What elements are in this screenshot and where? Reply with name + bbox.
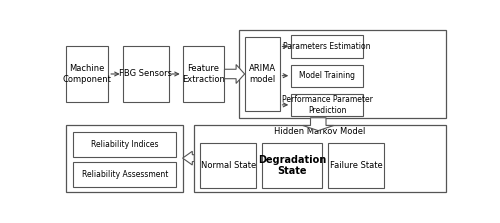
Bar: [291, 94, 363, 116]
Text: FBG Sensors: FBG Sensors: [120, 70, 172, 78]
Polygon shape: [224, 64, 244, 83]
Text: Degradation
State: Degradation State: [258, 155, 326, 176]
Bar: [291, 35, 363, 58]
Text: Failure State: Failure State: [330, 161, 382, 170]
Bar: [66, 125, 182, 192]
Text: Hidden Markov Model: Hidden Markov Model: [274, 127, 366, 136]
Bar: [262, 143, 322, 188]
Text: Reliability Indices: Reliability Indices: [91, 140, 158, 149]
Text: Parameters Estimation: Parameters Estimation: [283, 42, 370, 51]
Text: Performance Parameter
Prediction: Performance Parameter Prediction: [282, 95, 372, 115]
Text: Feature
Extraction: Feature Extraction: [182, 64, 225, 84]
Bar: [74, 132, 176, 157]
Text: Reliability Assessment: Reliability Assessment: [82, 170, 168, 179]
Polygon shape: [182, 151, 194, 165]
Bar: [194, 125, 446, 192]
Bar: [200, 143, 256, 188]
Bar: [66, 46, 108, 102]
Text: Machine
Component: Machine Component: [63, 64, 112, 84]
Text: Model Training: Model Training: [299, 71, 355, 80]
Polygon shape: [303, 118, 334, 131]
Bar: [74, 162, 176, 187]
Bar: [328, 143, 384, 188]
Bar: [182, 46, 224, 102]
Bar: [291, 64, 363, 87]
Text: Normal State: Normal State: [200, 161, 256, 170]
Bar: [239, 30, 446, 118]
Text: ARIMA
model: ARIMA model: [248, 64, 276, 84]
Bar: [244, 37, 280, 111]
Bar: [122, 46, 169, 102]
